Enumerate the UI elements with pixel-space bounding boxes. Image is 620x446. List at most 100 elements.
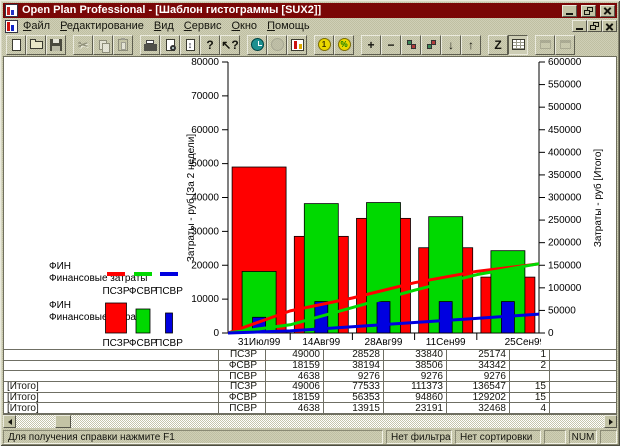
legend-title: ФИН	[49, 261, 71, 272]
print-button[interactable]	[140, 34, 160, 55]
print-preview-button[interactable]	[160, 34, 180, 55]
time-analysis-icon	[250, 38, 264, 51]
table-cell-group[interactable]: [Итого]	[4, 392, 219, 403]
mdi-minimize-button[interactable]	[572, 20, 587, 32]
table-cell-value[interactable]: 18159	[266, 360, 324, 371]
move-up-button[interactable]: ↑	[461, 34, 481, 55]
help-button[interactable]: ?	[200, 34, 220, 55]
right-tick-label: 550000	[548, 80, 582, 91]
table-cell-value[interactable]: 129202	[447, 392, 510, 403]
table-cell-value[interactable]: 56353	[324, 392, 384, 403]
table-cell-metric[interactable]: ПСВР	[219, 371, 266, 382]
table-cell-value[interactable]: 1	[510, 350, 550, 360]
table-cell-value[interactable]: 25174	[447, 350, 510, 360]
table-cell-value[interactable]: 15	[510, 382, 550, 392]
table-cell-value[interactable]: 28528	[324, 350, 384, 360]
legend-label: ПСВР	[155, 338, 183, 349]
cost-button[interactable]: 1	[314, 34, 334, 55]
table-cell-value[interactable]: 94860	[384, 392, 447, 403]
percent-complete-button[interactable]: %	[334, 34, 354, 55]
table-cell-metric[interactable]: ПСВР	[219, 403, 266, 414]
add-button[interactable]: +	[361, 34, 381, 55]
table-cell-group[interactable]	[4, 350, 219, 360]
spreadsheet-button[interactable]	[508, 34, 528, 55]
cost-table: ПСЗР 49000 28528 33840 25174 1 ФСВР 18159 38194 3…	[4, 349, 616, 415]
link-icon	[406, 40, 416, 49]
table-cell-value[interactable]: 15	[510, 392, 550, 403]
table-cell-value[interactable]: 4	[510, 403, 550, 414]
app-icon[interactable]	[5, 4, 18, 17]
table-cell-value[interactable]: 77533	[324, 382, 384, 392]
table-cell-metric[interactable]: ПСЗР	[219, 382, 266, 392]
table-cell-group[interactable]: [Итого]	[4, 403, 219, 414]
table-cell-value[interactable]: 136547	[447, 382, 510, 392]
table-cell-value[interactable]	[510, 371, 550, 382]
scrollbar-thumb[interactable]	[55, 415, 71, 428]
scroll-right-button[interactable]	[604, 415, 617, 428]
table-cell-value[interactable]: 49000	[266, 350, 324, 360]
table-cell-value[interactable]: 111373	[384, 382, 447, 392]
table-cell-group[interactable]: [Итого]	[4, 382, 219, 392]
table-cell-value[interactable]: 4638	[266, 371, 324, 382]
zoom-button[interactable]: Z	[488, 34, 508, 55]
table-cell-group[interactable]	[4, 371, 219, 382]
table-cell-value[interactable]: 33840	[384, 350, 447, 360]
table-cell-metric[interactable]: ФСВР	[219, 360, 266, 371]
table-cell-value[interactable]: 32468	[447, 403, 510, 414]
table-cell-value[interactable]: 34342	[447, 360, 510, 371]
unlink-button[interactable]	[421, 34, 441, 55]
menu-item-tools[interactable]: Сервис	[183, 19, 222, 32]
table-cell-value[interactable]: 9276	[384, 371, 447, 382]
menu-item-file[interactable]: Файл	[23, 19, 51, 32]
table-cell-value[interactable]: 13915	[324, 403, 384, 414]
table-cell-value[interactable]: 38194	[324, 360, 384, 371]
link-button[interactable]	[401, 34, 421, 55]
table-row: [Итого] ПСВР 4638 13915 23191 32468 4	[4, 403, 616, 415]
legend-line-swatch	[160, 272, 178, 276]
table-cell-value[interactable]: 4638	[266, 403, 324, 414]
new-icon	[11, 38, 21, 51]
table-row: ПСВР 4638 9276 9276 9276	[4, 371, 616, 383]
menu-item-help[interactable]: Помощь	[267, 19, 310, 32]
line-ПСЗР [Итого]	[227, 262, 540, 335]
mdi-close-button[interactable]	[602, 20, 617, 32]
legend-label: ФСВР	[129, 286, 157, 297]
table-cell-value[interactable]: 9276	[447, 371, 510, 382]
update-button[interactable]: ↕	[180, 34, 200, 55]
open-button[interactable]	[26, 34, 46, 55]
mdi-restore-button[interactable]	[587, 20, 602, 32]
context-help-button[interactable]: ↖?	[220, 34, 240, 55]
table-cell-value[interactable]: 18159	[266, 392, 324, 403]
histogram-view-button[interactable]	[287, 34, 307, 55]
document-icon[interactable]	[5, 19, 18, 33]
copy-button	[93, 34, 113, 55]
left-tick-label: 30000	[191, 226, 219, 237]
legend-bar-swatch	[105, 302, 127, 334]
horizontal-scrollbar[interactable]	[3, 415, 617, 428]
table-cell-value[interactable]: 38506	[384, 360, 447, 371]
close-button[interactable]	[600, 4, 615, 17]
menu-item-window[interactable]: Окно	[231, 19, 258, 32]
menu-item-edit[interactable]: Редактирование	[60, 19, 144, 32]
time-analysis-button[interactable]	[247, 34, 267, 55]
minimize-button[interactable]	[562, 4, 577, 17]
table-cell-value[interactable]: 9276	[324, 371, 384, 382]
cut-icon: ✂	[77, 37, 89, 52]
table-cell-metric[interactable]: ПСЗР	[219, 350, 266, 360]
table-cell-value[interactable]: 23191	[384, 403, 447, 414]
table-cell-group[interactable]	[4, 360, 219, 371]
add-icon: +	[367, 37, 375, 52]
restore-button[interactable]	[581, 4, 596, 17]
table-cell-metric[interactable]: ФСВР	[219, 392, 266, 403]
table-cell-value[interactable]: 2	[510, 360, 550, 371]
new-button[interactable]	[6, 34, 26, 55]
remove-button[interactable]: −	[381, 34, 401, 55]
save-button[interactable]	[46, 34, 66, 55]
table-cell-value[interactable]: 49006	[266, 382, 324, 392]
window-tile-icon	[539, 40, 551, 49]
move-down-button[interactable]: ↓	[441, 34, 461, 55]
menu-bar: Файл Редактирование Вид Сервис Окно Помощь	[3, 19, 617, 33]
scroll-left-button[interactable]	[3, 415, 16, 428]
menu-item-view[interactable]: Вид	[153, 19, 174, 32]
help-icon: ?	[206, 37, 214, 52]
